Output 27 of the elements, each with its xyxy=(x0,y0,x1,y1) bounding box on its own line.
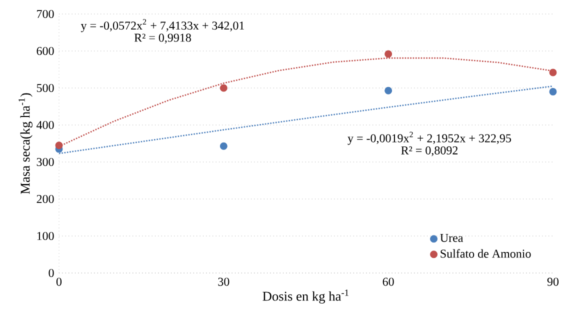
x-tick-label: 0 xyxy=(56,278,62,286)
annotation: y = -0,0019x$^{2}$ + 2,1952x + 322,95 xyxy=(348,132,512,145)
annotation: y = -0,0572x$^{2}$ + 7,4133x + 342,01 xyxy=(80,19,244,32)
x-tick-label: 60 xyxy=(382,278,394,286)
y-tick-label: 700 xyxy=(37,10,54,18)
x-tick-label: 90 xyxy=(547,278,559,286)
y-tick-label: 600 xyxy=(36,46,54,56)
y-tick-label: 0 xyxy=(48,268,54,278)
point xyxy=(384,86,392,94)
point xyxy=(549,68,557,76)
point xyxy=(549,88,557,96)
annotation: R² = 0,8092 xyxy=(401,146,458,156)
y-tick-label: 200 xyxy=(36,194,54,204)
legend-label: Urea xyxy=(440,234,464,242)
legend-label: Sulfato de Amonio xyxy=(440,249,531,258)
y-tick-label: 300 xyxy=(36,158,54,166)
x-axis-title: Dosis en kg ha$^{-1}$ xyxy=(262,290,348,304)
y-tick-label: 400 xyxy=(36,120,54,130)
annotation: R² = 0,9918 xyxy=(134,34,191,44)
point xyxy=(220,142,228,150)
y-axis-title: Masa seca(kg ha$^{-1}$) xyxy=(18,93,32,194)
x-tick-label: 30 xyxy=(218,278,230,286)
y-tick-label: 500 xyxy=(36,84,54,92)
point xyxy=(220,84,228,92)
point xyxy=(384,50,392,58)
y-tick-label: 100 xyxy=(37,232,54,240)
point xyxy=(55,142,63,150)
